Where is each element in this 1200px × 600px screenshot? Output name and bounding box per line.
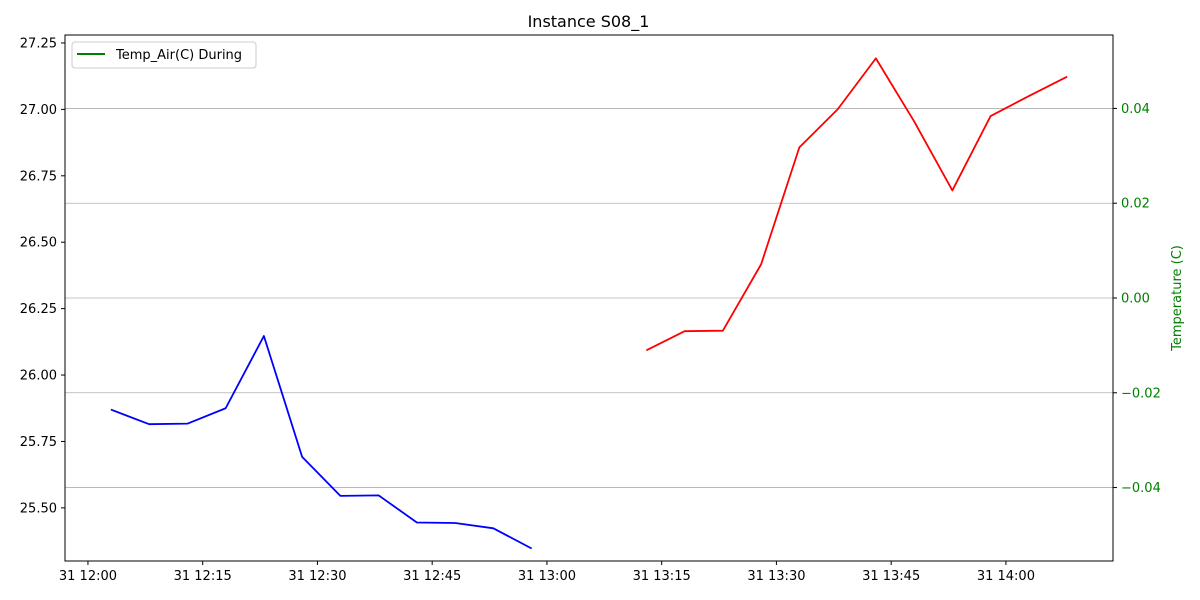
legend-box	[71, 41, 257, 69]
series-line-2	[645, 57, 1068, 352]
y-left-tick-label: 25.75	[20, 435, 57, 450]
x-tick-label: 31 13:15	[633, 569, 691, 584]
x-tick-label: 31 13:30	[747, 569, 805, 584]
x-tick-label: 31 13:45	[862, 569, 920, 584]
x-tick-label: 31 13:00	[518, 569, 576, 584]
legend-entry-label: Temp_Air(C) During	[115, 48, 242, 63]
x-tick-label: 31 12:15	[174, 569, 232, 584]
left-y-axis: 25.50 25.75 26.00 26.25 26.50 26.75 27.00 27.25	[20, 36, 65, 516]
y-left-tick-label: 26.50	[20, 236, 57, 251]
x-tick-label: 31 12:45	[403, 569, 461, 584]
y-right-tick-label: −0.04	[1121, 481, 1161, 496]
y-right-tick-label: 0.00	[1121, 292, 1150, 307]
y-right-tick-label: 0.02	[1121, 197, 1150, 212]
y-left-tick-label: 26.25	[20, 302, 57, 317]
y-left-tick-label: 25.50	[20, 501, 57, 516]
series-layer	[110, 57, 1068, 550]
y-left-tick-label: 26.00	[20, 369, 57, 384]
y-left-tick-label: 27.00	[20, 103, 57, 118]
y-left-tick-label: 27.25	[20, 36, 57, 51]
right-y-axis-label: Temperature (C)	[1170, 245, 1185, 352]
x-tick-label: 31 12:00	[59, 569, 117, 584]
x-tick-label: 31 12:30	[288, 569, 346, 584]
x-tick-label: 31 14:00	[977, 569, 1035, 584]
chart-title: Instance S08_1	[528, 12, 650, 32]
right-y-axis: −0.04 −0.02 0.00 0.02 0.04	[1113, 102, 1161, 496]
y-right-tick-label: 0.04	[1121, 102, 1150, 117]
y-right-tick-label: −0.02	[1121, 386, 1161, 401]
y-left-tick-label: 26.75	[20, 169, 57, 184]
right-axis-gridlines	[65, 108, 1113, 488]
series-line-1	[110, 335, 533, 550]
legend: Temp_Air(C) During	[71, 41, 257, 69]
x-axis: 31 12:00 31 12:15 31 12:30 31 12:45 31 13:00…	[59, 561, 1035, 584]
